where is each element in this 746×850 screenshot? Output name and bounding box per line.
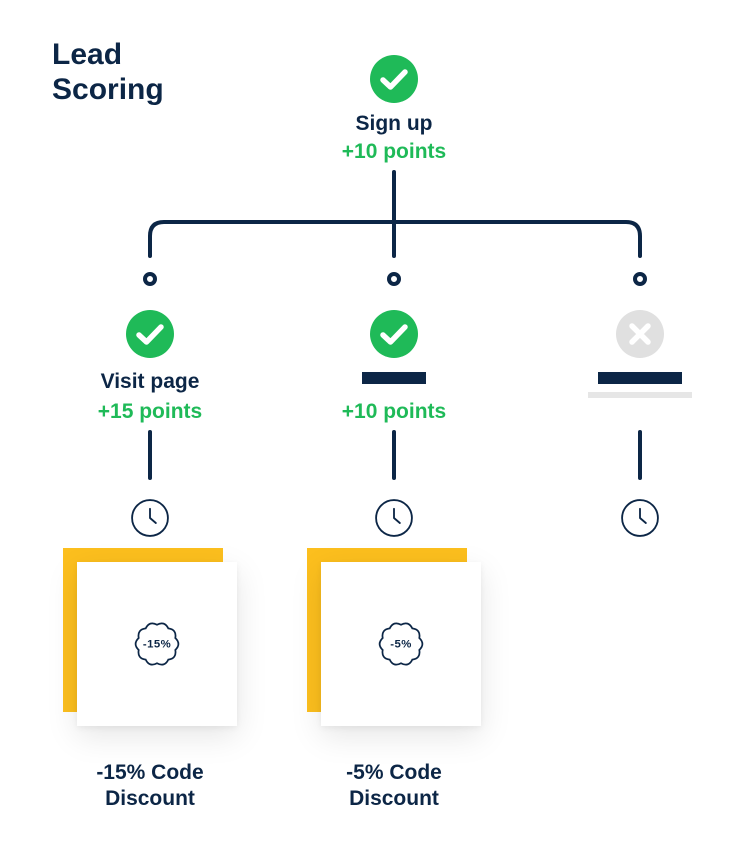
branch-label-placeholder-2 (598, 372, 682, 384)
discount-badge-icon-0: -15% (129, 616, 185, 672)
discount-caption-line2-0: Discount (40, 786, 260, 812)
heading-line-2: Scoring (52, 73, 164, 108)
page-title: LeadScoring (52, 38, 164, 107)
discount-caption-line1-0: -15% Code (40, 760, 260, 786)
branch-dot-0 (143, 272, 157, 286)
discount-caption-line2-1: Discount (284, 786, 504, 812)
branch-action-label-0: Visit page (50, 370, 250, 394)
discount-caption-line1-1: -5% Code (284, 760, 504, 786)
branch-sub-placeholder-2 (588, 392, 692, 398)
branch-points-0: +15 points (50, 400, 250, 424)
discount-caption-0: -15% CodeDiscount (40, 760, 260, 813)
root-action-label: Sign up (294, 112, 494, 136)
branch-points-1: +10 points (294, 400, 494, 424)
branch-dot-2 (633, 272, 647, 286)
discount-card-0: -15% (77, 562, 237, 726)
clock-icon-1 (374, 498, 414, 538)
branch-dot-1 (387, 272, 401, 286)
root-status-check-icon (370, 55, 418, 103)
root-points: +10 points (294, 140, 494, 164)
discount-caption-1: -5% CodeDiscount (284, 760, 504, 813)
branch-status-check-icon-0 (126, 310, 174, 358)
branch-status-check-icon-1 (370, 310, 418, 358)
discount-badge-icon-1: -5% (373, 616, 429, 672)
clock-icon-0 (130, 498, 170, 538)
clock-icon-2 (620, 498, 660, 538)
heading-line-1: Lead (52, 38, 164, 73)
svg-text:-15%: -15% (143, 639, 171, 651)
svg-text:-5%: -5% (390, 639, 412, 651)
branch-status-cross-icon-2 (616, 310, 664, 358)
branch-label-placeholder-1 (362, 372, 426, 384)
discount-card-1: -5% (321, 562, 481, 726)
